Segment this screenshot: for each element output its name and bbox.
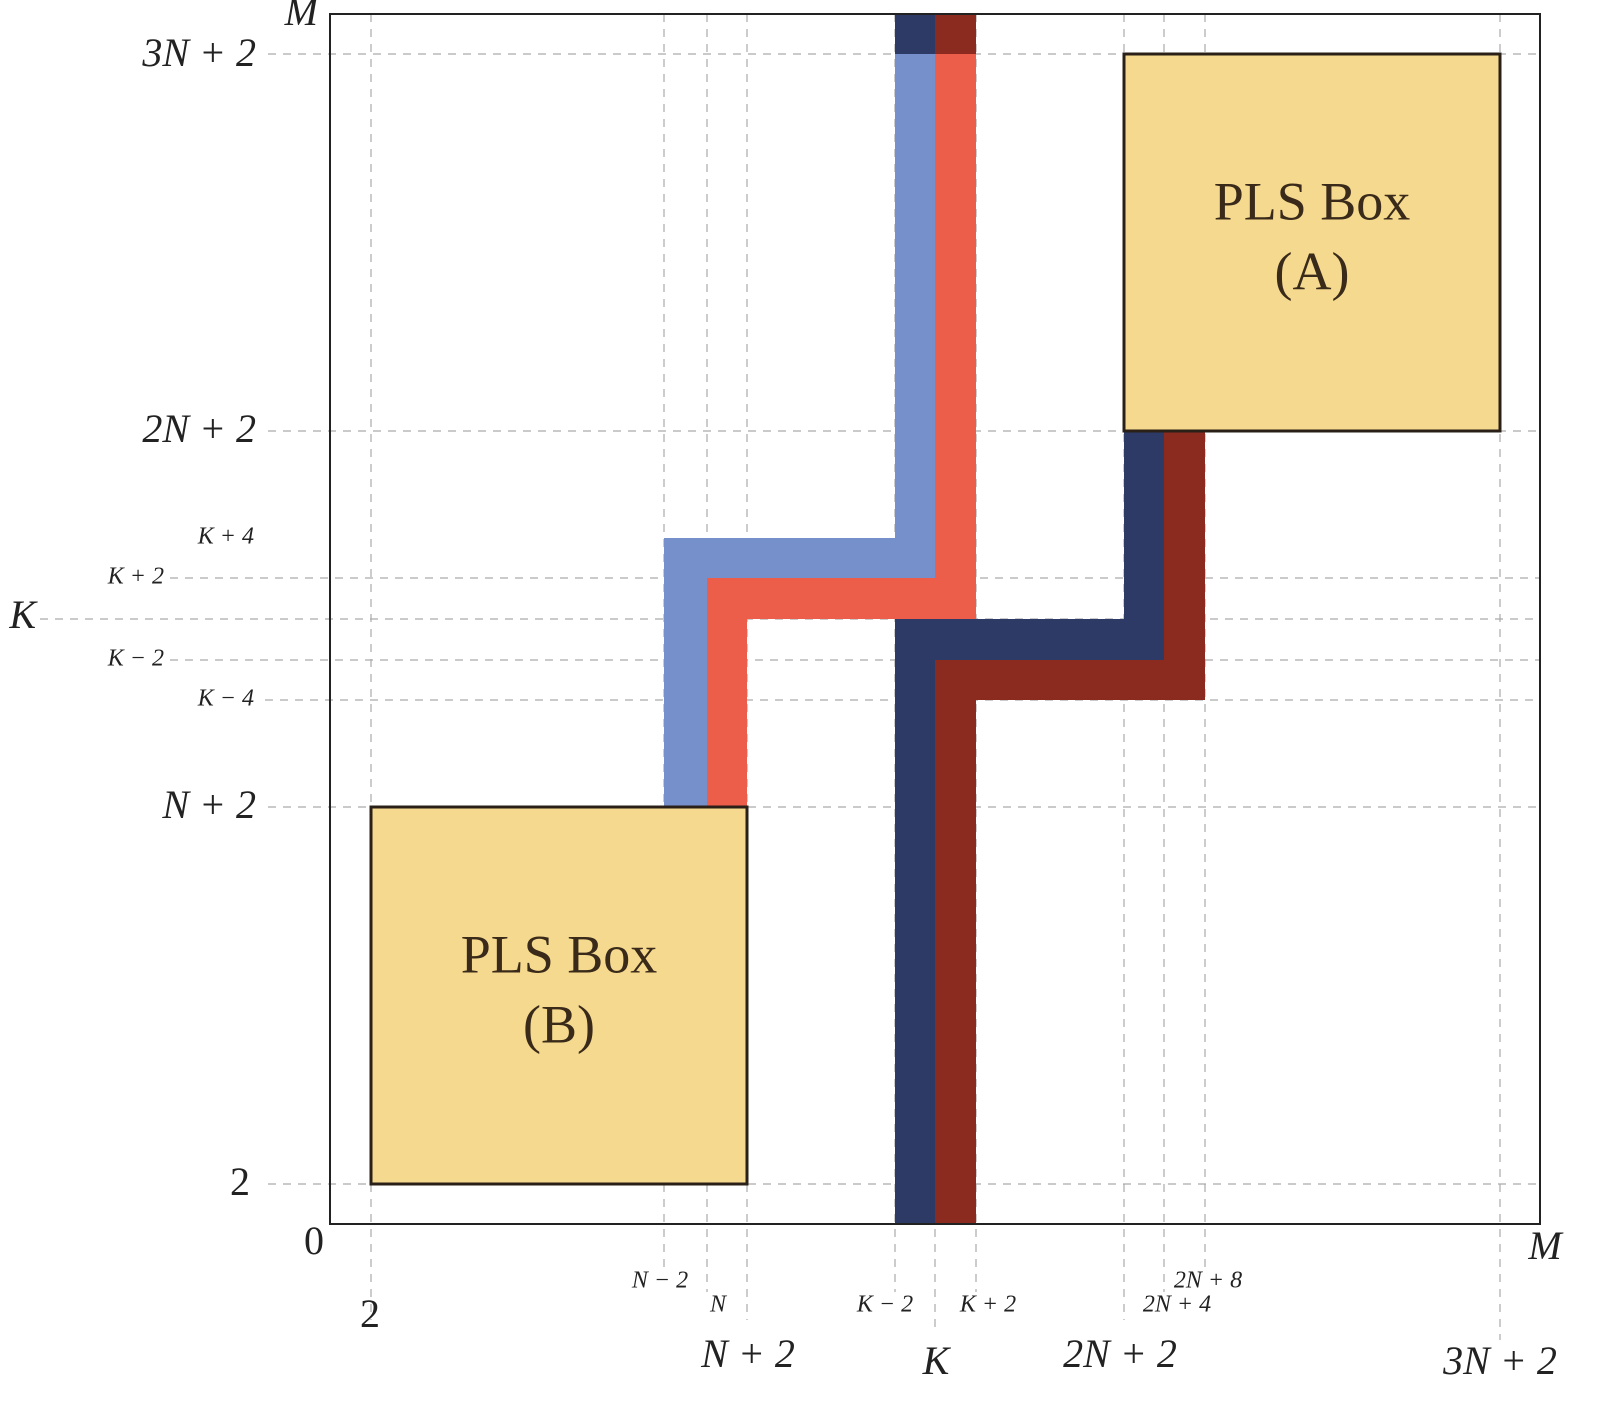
x-label: K: [922, 1338, 952, 1383]
red-path: [707, 54, 976, 807]
y-label: M: [284, 0, 321, 34]
x-label: K + 2: [959, 1292, 1016, 1318]
y-label: K: [8, 592, 38, 637]
y-labels: M 3N + 2 2N + 2 K + 4 K + 2 K K − 2 K − …: [8, 0, 324, 1263]
box-a: PLS Box (A): [1122, 52, 1502, 433]
box-b: PLS Box (B): [369, 805, 749, 1186]
y-label: K + 2: [107, 564, 164, 590]
x-label: N: [709, 1292, 728, 1318]
y-label: K − 4: [197, 686, 254, 712]
y-label: K + 4: [197, 524, 254, 550]
box-b-rect: [369, 805, 749, 1186]
box-a-rect: [1122, 52, 1502, 433]
x-label: K − 2: [856, 1292, 913, 1318]
red-path-top: [935, 14, 976, 54]
y-label: 2N + 2: [142, 406, 256, 451]
paths: [664, 14, 1205, 1224]
x-label: 2N + 8: [1174, 1268, 1242, 1294]
light-blue-path: [664, 54, 935, 807]
navy-path: [895, 431, 1164, 1224]
x-label: 2N + 4: [1143, 1292, 1211, 1318]
light-blue-path-top: [895, 14, 935, 54]
y-label: 0: [304, 1218, 324, 1263]
x-label: 2: [360, 1291, 380, 1336]
frame: [329, 13, 1541, 1225]
y-label: K − 2: [107, 646, 164, 672]
box-title: PLS Box: [1214, 171, 1411, 231]
dark-red-path: [935, 431, 1205, 1224]
x-labels: 2 N − 2 N N + 2 K − 2 K K + 2 2N + 2 2N …: [360, 1223, 1564, 1383]
x-label: N + 2: [700, 1331, 795, 1376]
x-label: 3N + 2: [1442, 1338, 1557, 1383]
x-label: 2N + 2: [1063, 1331, 1177, 1376]
y-label: 3N + 2: [141, 30, 256, 75]
box-tag: (B): [523, 994, 595, 1054]
y-label: 2: [230, 1159, 250, 1204]
y-label: N + 2: [161, 782, 256, 827]
x-label: N − 2: [631, 1268, 688, 1294]
x-label: M: [1527, 1223, 1564, 1268]
box-tag: (A): [1275, 241, 1350, 301]
box-title: PLS Box: [461, 924, 658, 984]
